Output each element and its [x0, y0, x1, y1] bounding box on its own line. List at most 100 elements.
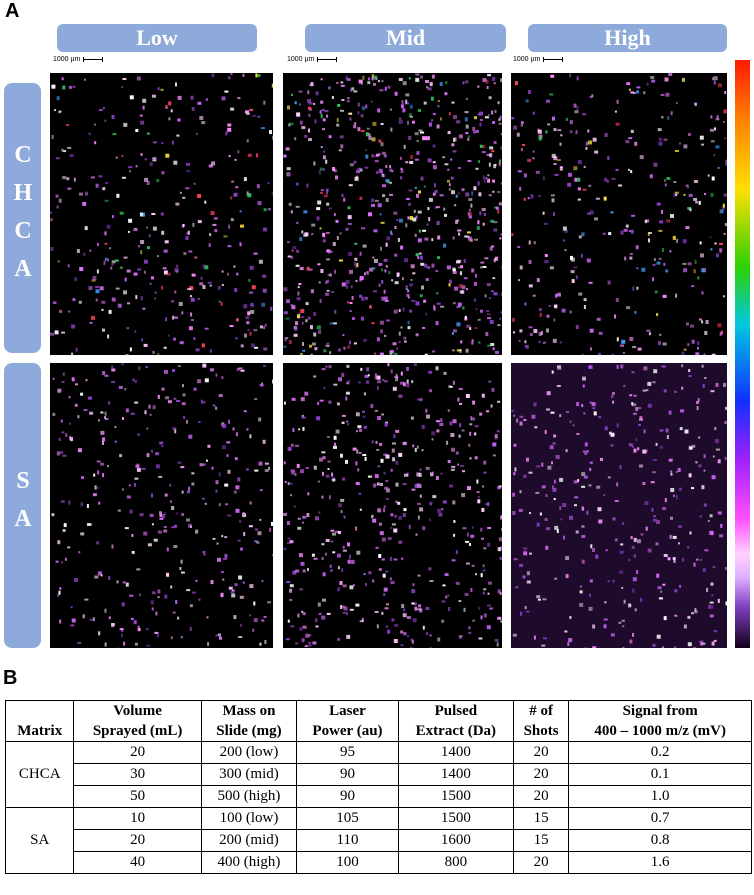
pixel	[339, 135, 344, 139]
pixel	[92, 493, 97, 497]
pixel	[134, 401, 139, 404]
pixel	[583, 475, 588, 479]
pixel	[545, 130, 548, 134]
pixel	[513, 558, 518, 561]
pixel	[191, 472, 195, 475]
pixel	[616, 337, 619, 342]
pixel	[414, 233, 417, 237]
pixel	[586, 258, 591, 263]
pixel	[218, 503, 221, 507]
pixel	[538, 332, 542, 336]
pixel	[693, 180, 698, 183]
pixel	[193, 182, 196, 185]
pixel	[533, 241, 536, 245]
pixel	[136, 463, 140, 467]
pixel	[259, 518, 262, 521]
pixel	[654, 290, 658, 294]
pixel	[447, 460, 451, 463]
pixel	[104, 231, 107, 236]
pixel	[471, 191, 474, 196]
pixel	[176, 400, 181, 402]
pixel	[418, 252, 422, 255]
pixel	[429, 580, 434, 582]
pixel	[336, 118, 339, 123]
pixel	[444, 213, 447, 217]
pixel	[253, 329, 258, 332]
pixel	[529, 333, 533, 336]
pixel	[434, 190, 438, 193]
pixel	[497, 589, 501, 594]
pixel	[151, 493, 153, 498]
pixel	[127, 230, 130, 233]
pixel	[50, 218, 53, 222]
pixel	[563, 229, 568, 233]
pixel	[456, 322, 461, 327]
pixel	[668, 458, 673, 462]
pixel	[286, 521, 290, 525]
pixel	[71, 352, 74, 355]
pixel	[569, 420, 572, 423]
pixel	[701, 485, 705, 490]
pixel	[92, 617, 95, 622]
pixel	[528, 471, 533, 474]
pixel	[329, 569, 333, 572]
pixel	[589, 401, 592, 404]
pixel	[357, 111, 360, 115]
pixel	[290, 255, 293, 259]
pixel	[695, 201, 699, 204]
pixel	[470, 588, 473, 592]
pixel	[553, 212, 555, 217]
pixel	[427, 87, 432, 91]
pixel	[377, 416, 382, 420]
pixel	[189, 604, 193, 608]
pixel	[161, 285, 164, 290]
pixel	[631, 545, 635, 549]
pixel	[242, 512, 245, 515]
scale-bar: 1000 µm	[513, 56, 564, 63]
pixel	[225, 131, 228, 136]
pixel	[377, 380, 382, 384]
pixel	[450, 158, 453, 161]
pixel	[636, 90, 639, 94]
pixel	[582, 188, 587, 191]
pixel	[417, 255, 420, 259]
pixel	[384, 86, 387, 91]
pixel	[589, 210, 594, 215]
pixel	[82, 201, 87, 206]
pixel	[640, 533, 644, 536]
table-cell: 300 (mid)	[200, 763, 298, 786]
pixel	[245, 110, 249, 114]
pixel	[683, 348, 687, 351]
pixel	[672, 535, 677, 539]
pixel	[422, 625, 425, 630]
pixel	[313, 557, 318, 560]
pixel	[497, 324, 501, 327]
pixel	[525, 610, 530, 613]
pixel	[319, 399, 324, 402]
pixel	[119, 266, 123, 269]
pixel	[512, 317, 515, 322]
pixel	[499, 317, 502, 320]
pixel	[624, 256, 627, 261]
pixel	[528, 240, 531, 245]
pixel	[165, 396, 170, 400]
pixel	[173, 316, 178, 319]
pixel	[574, 496, 579, 499]
pixel	[51, 135, 54, 139]
pixel	[341, 568, 344, 572]
pixel	[356, 170, 360, 174]
pixel	[455, 550, 458, 555]
pixel	[140, 250, 143, 255]
pixel	[334, 309, 337, 314]
pixel	[321, 108, 325, 111]
pixel	[413, 209, 416, 213]
pixel	[395, 500, 398, 503]
pixel	[370, 404, 374, 409]
pixel	[337, 566, 340, 570]
pixel	[157, 87, 160, 91]
pixel	[629, 394, 633, 397]
pixel	[449, 421, 453, 426]
pixel	[169, 500, 172, 504]
pixel	[437, 637, 441, 642]
pixel	[562, 226, 567, 231]
